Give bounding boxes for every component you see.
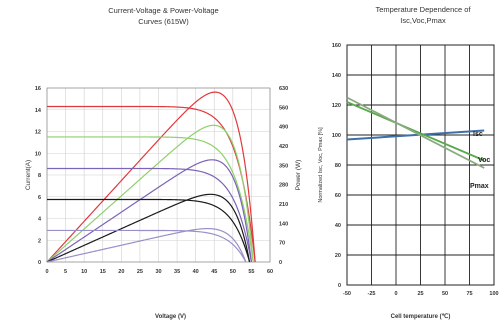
chart2-xlabel: Cell temperature (℃)	[391, 313, 451, 320]
chart1-ytick-label: 10	[35, 151, 41, 157]
chart1-ytick-label: 2	[38, 238, 41, 244]
iv-curve-1	[47, 136, 254, 263]
chart2-ytick-label: 20	[335, 253, 341, 259]
chart1-y2tick-label: 350	[279, 163, 288, 169]
chart1-xtick-label: 40	[193, 269, 199, 275]
chart1-title-line2: Curves (615W)	[138, 17, 189, 26]
chart2-xtick-label: -25	[368, 291, 376, 297]
chart1-xlabel: Voltage (V)	[155, 314, 186, 320]
pv-curve-3	[46, 193, 251, 263]
chart1-y2tick-label: 70	[279, 241, 285, 247]
iv-curve-2	[47, 167, 253, 263]
chart1-y2label: Power (W)	[295, 160, 302, 191]
chart2-ytick-label: 0	[338, 283, 341, 289]
chart1-xtick-label: 0	[45, 269, 48, 275]
chart1-xtick-label: 55	[248, 269, 254, 275]
pv-curve-2	[46, 159, 253, 263]
chart1-xtick-label: 20	[118, 269, 124, 275]
chart2-ytick-label: 160	[332, 43, 341, 49]
chart1-xtick-label: 5	[64, 269, 67, 275]
temp-line-pmax	[346, 96, 485, 169]
chart2-xtick-label: 75	[466, 291, 472, 297]
chart1-ytick-label: 8	[38, 173, 41, 179]
chart1-ylabel: Current(A)	[25, 160, 32, 190]
chart1-xtick-label: 50	[230, 269, 236, 275]
chart2-ytick-label: 40	[335, 223, 341, 229]
chart1-title-line1: Current-Voltage & Power-Voltage	[108, 6, 218, 15]
pv-curve-1	[46, 124, 254, 263]
chart2-xtick-label: 50	[442, 291, 448, 297]
temp-label-isc: Isc	[473, 131, 483, 138]
pv-curve-0	[46, 91, 256, 263]
chart1-xtick-label: 10	[81, 269, 87, 275]
temp-label-voc: Voc	[478, 157, 490, 164]
chart1-ytick-label: 14	[35, 108, 42, 114]
chart1-y2tick-label: 490	[279, 125, 288, 131]
chart1-y2tick-label: 210	[279, 202, 288, 208]
chart1-xtick-label: 25	[137, 269, 143, 275]
chart2-plot-frame	[346, 44, 495, 286]
chart1-xtick-label: 30	[155, 269, 161, 275]
chart2-ytick-label: 60	[335, 193, 341, 199]
chart2-xtick-label: 25	[417, 291, 423, 297]
iv-curve-4	[47, 229, 247, 263]
iv-curve-0	[47, 105, 256, 263]
temp-label-pmax: Pmax	[470, 183, 489, 190]
chart2-xtick-label: 0	[394, 291, 397, 297]
chart1-ytick-label: 0	[38, 260, 41, 266]
chart2-ytick-label: 80	[335, 163, 341, 169]
chart2-xtick-label: -50	[343, 291, 351, 297]
chart2-title-line2: Isc,Voc,Pmax	[400, 16, 446, 25]
chart1-plot-frame	[46, 87, 271, 263]
chart2-title-line1: Temperature Dependence of	[375, 5, 471, 14]
chart1-ytick-label: 16	[35, 86, 41, 92]
temp-line-voc	[346, 101, 485, 162]
chart1-xtick-label: 60	[267, 269, 273, 275]
chart1-xtick-label: 15	[100, 269, 106, 275]
chart1-y2tick-label: 560	[279, 105, 288, 111]
chart1-y2tick-label: 140	[279, 221, 288, 227]
chart2-ytick-label: 140	[332, 73, 341, 79]
chart2-ylabel: Normalized Isc, Voc, Pmax [%]	[318, 127, 324, 203]
chart1-y2tick-label: 0	[279, 260, 282, 266]
chart1-y2tick-label: 630	[279, 86, 288, 92]
chart2-ytick-label: 120	[332, 103, 341, 109]
pv-curve-4	[46, 227, 247, 263]
chart1-ytick-label: 12	[35, 130, 41, 136]
chart1-y2tick-label: 280	[279, 183, 288, 189]
chart1-y2tick-label: 420	[279, 144, 288, 150]
chart1-xtick-label: 35	[174, 269, 180, 275]
chart1-ytick-label: 4	[38, 217, 42, 223]
iv-curve-3	[47, 198, 251, 263]
chart2-xtick-label: 100	[489, 291, 498, 297]
chart2-ytick-label: 100	[332, 133, 341, 139]
temp-line-isc	[346, 129, 485, 141]
chart1-xtick-label: 45	[211, 269, 217, 275]
chart1-ytick-label: 6	[38, 195, 41, 201]
